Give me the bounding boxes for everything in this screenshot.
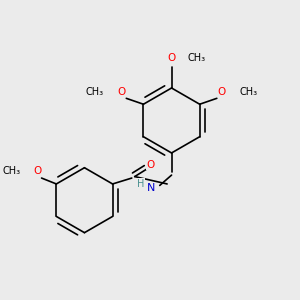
Text: CH₃: CH₃ [85,86,103,97]
Text: CH₃: CH₃ [188,53,206,64]
Text: H: H [137,179,144,189]
Text: O: O [147,160,155,170]
Text: CH₃: CH₃ [239,86,258,97]
Text: O: O [218,86,226,97]
Text: N: N [147,183,156,194]
Text: CH₃: CH₃ [3,166,21,176]
Text: O: O [33,166,41,176]
Text: O: O [117,86,125,97]
Text: O: O [167,53,176,64]
